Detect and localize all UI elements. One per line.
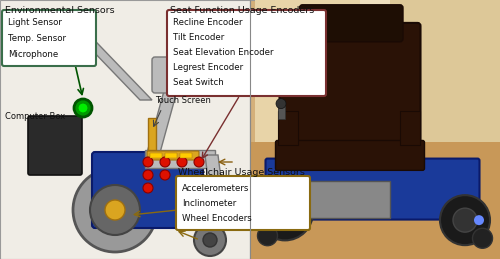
Circle shape	[160, 170, 170, 180]
Polygon shape	[63, 20, 152, 100]
FancyBboxPatch shape	[2, 10, 96, 66]
Text: Legrest Encoder: Legrest Encoder	[173, 63, 243, 72]
Text: Microphone: Microphone	[8, 50, 58, 59]
Bar	[400, 111, 420, 145]
Circle shape	[453, 208, 477, 232]
Bar	[278, 142, 288, 168]
Bar	[250, 0, 500, 259]
Circle shape	[276, 99, 286, 109]
Circle shape	[177, 157, 187, 167]
Circle shape	[90, 185, 140, 235]
Circle shape	[78, 103, 88, 113]
Circle shape	[474, 215, 484, 225]
FancyBboxPatch shape	[28, 116, 82, 175]
Circle shape	[143, 157, 153, 167]
Text: Wheelchair Usage Sensors: Wheelchair Usage Sensors	[178, 168, 305, 177]
Bar	[148, 118, 156, 150]
Bar	[410, 142, 420, 168]
Bar	[165, 153, 177, 158]
Text: Seat Elevation Encoder: Seat Elevation Encoder	[173, 48, 274, 57]
FancyBboxPatch shape	[152, 57, 208, 93]
Polygon shape	[255, 0, 360, 142]
FancyBboxPatch shape	[280, 23, 420, 166]
Circle shape	[194, 157, 204, 167]
Polygon shape	[360, 0, 390, 142]
Bar	[300, 181, 390, 218]
Circle shape	[105, 200, 125, 220]
FancyBboxPatch shape	[266, 159, 480, 220]
Text: Temp. Sensor: Temp. Sensor	[8, 34, 66, 43]
Bar	[200, 208, 235, 218]
Polygon shape	[390, 0, 500, 142]
Circle shape	[160, 157, 170, 167]
Text: Wheel Encoders: Wheel Encoders	[182, 214, 252, 223]
Bar	[250, 142, 500, 259]
FancyBboxPatch shape	[176, 176, 310, 230]
FancyBboxPatch shape	[300, 5, 403, 42]
Bar	[145, 150, 215, 168]
Text: Light Sensor: Light Sensor	[8, 18, 62, 27]
Text: Seat Function Usage Encoders: Seat Function Usage Encoders	[170, 6, 314, 15]
Circle shape	[143, 183, 153, 193]
FancyBboxPatch shape	[167, 10, 326, 96]
Bar	[150, 153, 162, 158]
Circle shape	[73, 168, 157, 252]
Text: Touch Screen: Touch Screen	[155, 96, 211, 105]
Circle shape	[258, 226, 278, 246]
Text: Accelerometers: Accelerometers	[182, 184, 250, 193]
Circle shape	[143, 170, 153, 180]
Circle shape	[74, 99, 92, 117]
Text: Tilt Encoder: Tilt Encoder	[173, 33, 224, 42]
Circle shape	[194, 224, 226, 256]
Text: Environmental Sensors: Environmental Sensors	[5, 6, 114, 15]
Circle shape	[257, 184, 313, 240]
Bar	[278, 104, 285, 119]
Bar	[0, 0, 250, 259]
Circle shape	[472, 228, 492, 248]
Circle shape	[440, 195, 490, 245]
FancyBboxPatch shape	[147, 151, 199, 160]
Text: Computer Box: Computer Box	[5, 112, 65, 121]
Text: Seat Switch: Seat Switch	[173, 78, 224, 87]
Circle shape	[203, 233, 217, 247]
Polygon shape	[145, 80, 180, 160]
Circle shape	[266, 207, 276, 217]
FancyBboxPatch shape	[276, 140, 424, 170]
Text: Inclinometer: Inclinometer	[182, 199, 236, 208]
Polygon shape	[205, 155, 225, 210]
Circle shape	[271, 198, 299, 226]
FancyBboxPatch shape	[92, 152, 203, 228]
Bar	[278, 111, 297, 145]
Bar	[180, 153, 192, 158]
Text: Recline Encoder: Recline Encoder	[173, 18, 242, 27]
